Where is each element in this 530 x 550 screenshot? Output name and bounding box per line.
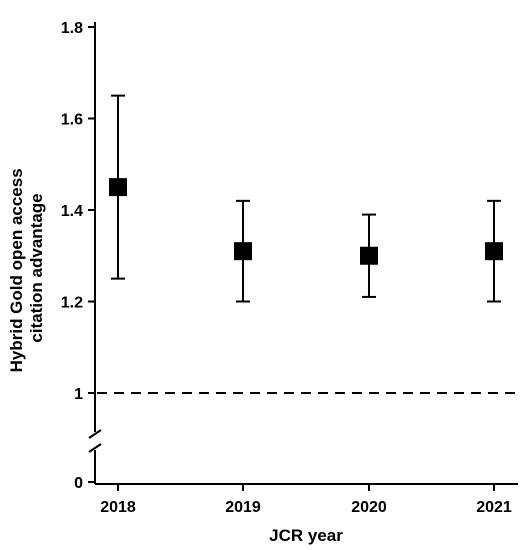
x-axis-title: JCR year: [269, 526, 343, 545]
y-axis-title-line-2: citation advantage: [27, 193, 46, 342]
y-tick-label: 1.8: [61, 20, 83, 37]
y-ticks: 0 1 1.2 1.4 1.6 1.8: [61, 20, 95, 492]
axis-break-slash-bottom: [88, 443, 102, 453]
data-points: [109, 178, 503, 265]
y-axis-break-mark: [88, 429, 102, 453]
axis-break-gap: [89, 433, 101, 449]
axes: [88, 22, 518, 485]
y-tick-label: 0: [74, 475, 83, 492]
y-axis-title-line-1: Hybrid Gold open access: [7, 168, 26, 372]
x-tick-label: 2018: [100, 499, 136, 516]
x-tick-label: 2021: [476, 499, 512, 516]
y-tick-label: 1.6: [61, 112, 83, 129]
error-bars: [111, 94, 501, 303]
data-point-marker: [485, 242, 503, 261]
x-tick-label: 2020: [351, 499, 387, 516]
x-ticks: 2018 2019 2020 2021: [100, 484, 512, 516]
y-tick-label: 1.4: [61, 203, 83, 220]
x-tick-label: 2019: [225, 499, 261, 516]
y-tick-label: 1.2: [61, 295, 83, 312]
y-axis-title: Hybrid Gold open access citation advanta…: [7, 164, 46, 373]
axis-break-slash-top: [88, 429, 102, 439]
data-point-marker: [109, 178, 127, 197]
y-tick-label: 1: [74, 386, 83, 403]
data-point-marker: [360, 246, 378, 265]
data-point-marker: [234, 242, 252, 261]
